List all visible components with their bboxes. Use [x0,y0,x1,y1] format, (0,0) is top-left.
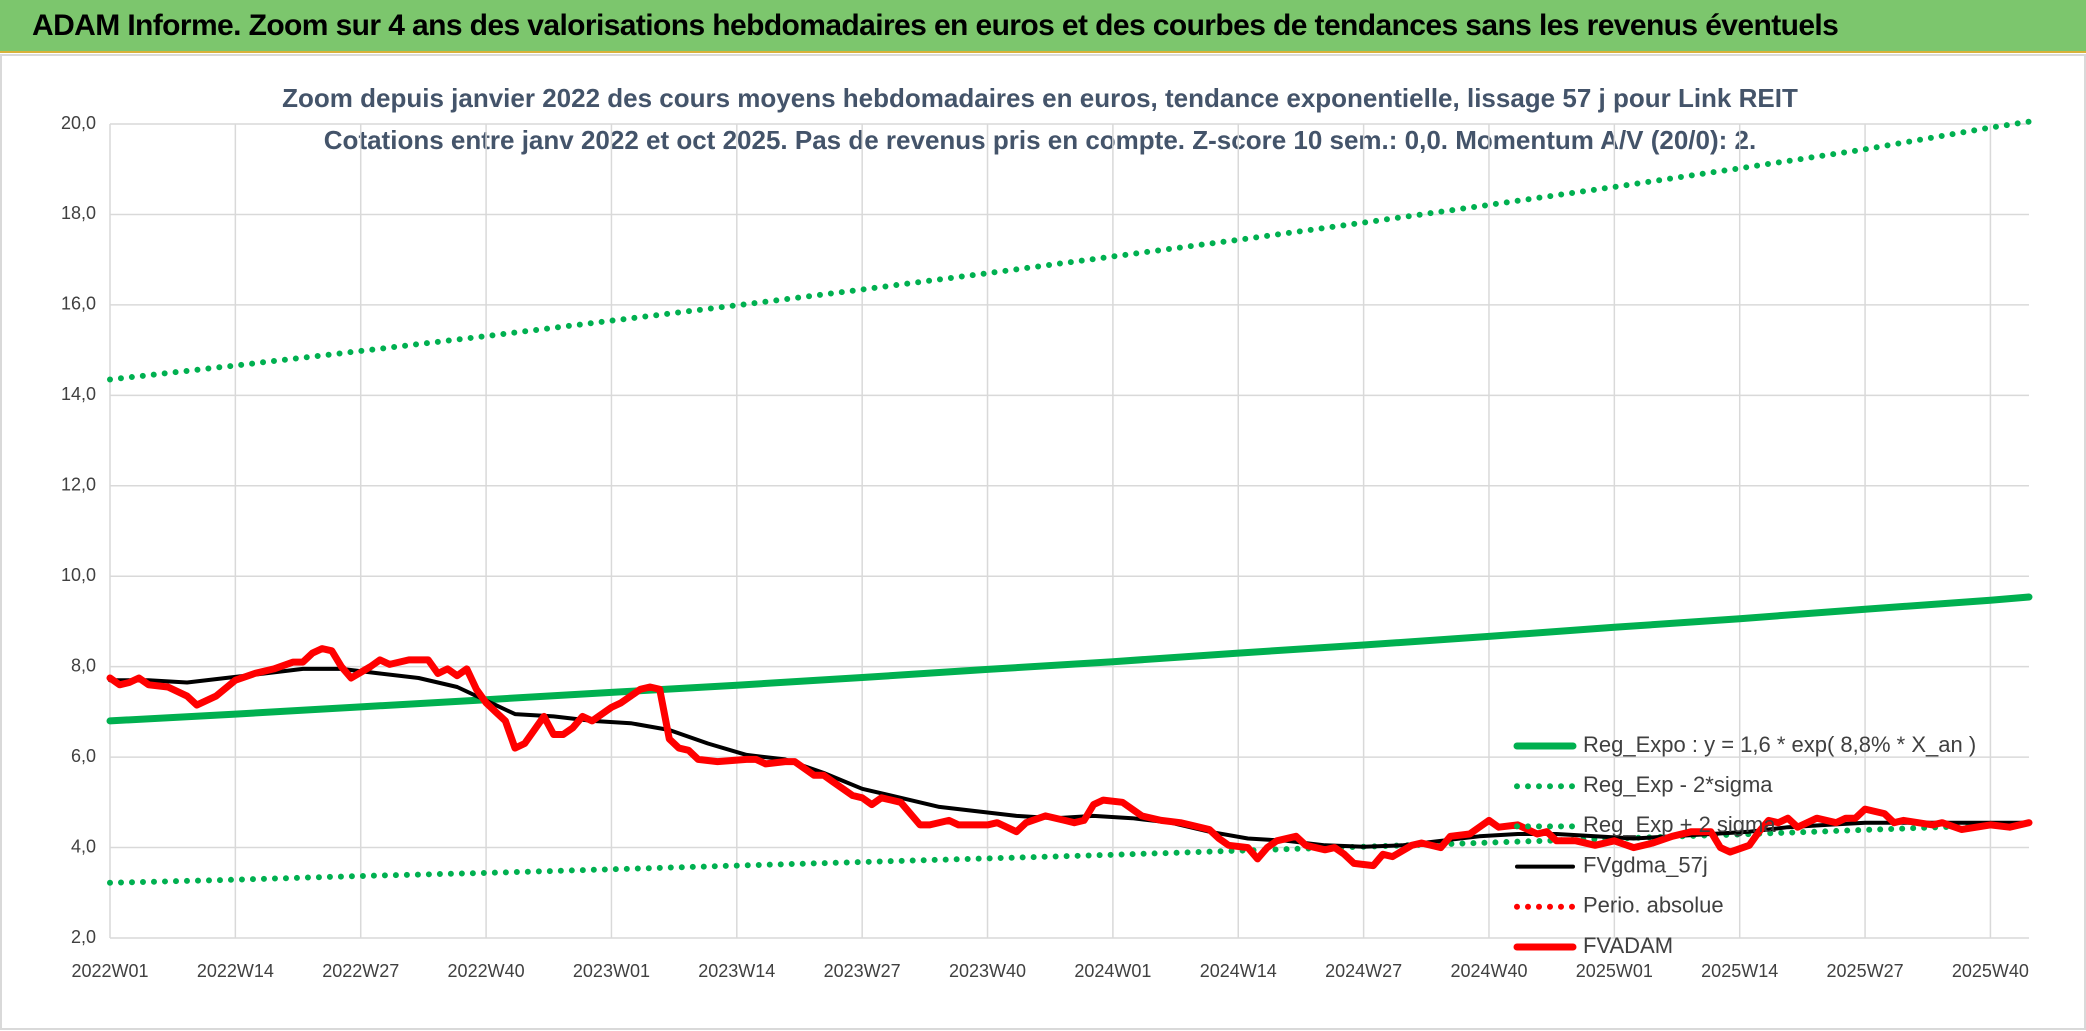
x-tick-label: 2022W27 [322,961,399,981]
chart: Zoom depuis janvier 2022 des cours moyen… [0,54,2086,1030]
y-tick-label: 2,0 [71,927,96,947]
x-tick-label: 2024W40 [1450,961,1527,981]
x-tick-label: 2022W01 [71,961,148,981]
chart-title: Zoom depuis janvier 2022 des cours moyen… [282,83,1798,113]
x-tick-label: 2025W14 [1701,961,1778,981]
chart-subtitle: Cotations entre janv 2022 et oct 2025. P… [324,125,1756,155]
y-tick-label: 10,0 [61,565,96,585]
x-tick-label: 2024W27 [1325,961,1402,981]
chart-frame [0,54,2086,1030]
y-tick-label: 18,0 [61,203,96,223]
x-tick-label: 2025W40 [1952,961,2029,981]
x-tick-label: 2023W01 [573,961,650,981]
legend-label: Perio. absolue [1583,893,1724,918]
x-tick-label: 2023W27 [824,961,901,981]
y-tick-label: 20,0 [61,113,96,133]
y-tick-label: 6,0 [71,746,96,766]
x-tick-label: 2024W01 [1074,961,1151,981]
series-line [106,645,2033,870]
legend-label: FVgdma_57j [1583,852,1708,877]
legend-label: Reg_Expo : y = 1,6 * exp( 8,8% * X_an ) [1583,732,1976,757]
y-tick-label: 12,0 [61,475,96,495]
series-line [107,821,2032,886]
series-line [107,118,2032,383]
legend-label: FVADAM [1583,933,1673,958]
x-tick-label: 2025W01 [1576,961,1653,981]
x-tick-label: 2022W14 [197,961,274,981]
x-tick-label: 2025W27 [1827,961,1904,981]
header-title: ADAM Informe. Zoom sur 4 ans des valoris… [32,9,1839,42]
x-tick-label: 2023W40 [949,961,1026,981]
series-line [106,593,2033,725]
x-tick-label: 2022W40 [448,961,525,981]
y-tick-label: 14,0 [61,384,96,404]
x-tick-label: 2024W14 [1200,961,1277,981]
legend-label: Reg_Exp + 2 sigma [1583,812,1776,837]
y-tick-label: 16,0 [61,294,96,314]
x-tick-label: 2023W14 [698,961,775,981]
legend-label: Reg_Exp - 2*sigma [1583,772,1773,797]
header-banner: ADAM Informe. Zoom sur 4 ans des valoris… [0,0,2086,53]
y-tick-label: 8,0 [71,655,96,675]
y-tick-label: 4,0 [71,836,96,856]
